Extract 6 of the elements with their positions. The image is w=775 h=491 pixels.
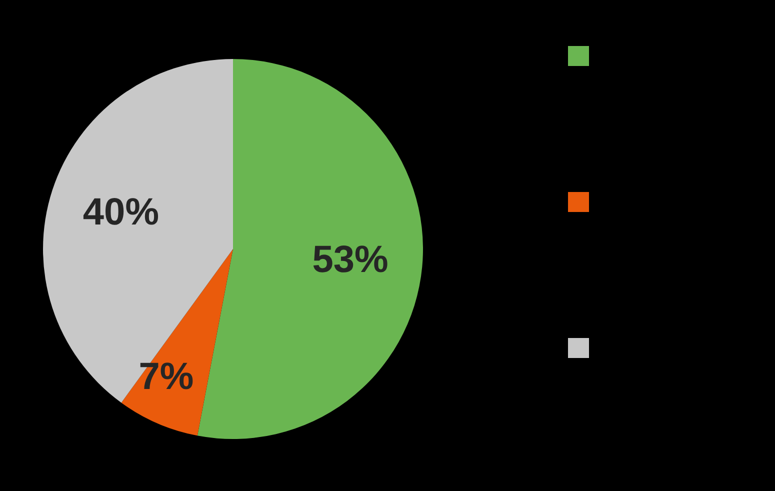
data-label: 40% bbox=[82, 192, 159, 234]
pie-slice bbox=[197, 59, 423, 439]
data-label: 53% bbox=[312, 239, 388, 282]
pie-slice bbox=[43, 59, 233, 403]
pie-slice bbox=[121, 249, 233, 436]
data-label: 7% bbox=[138, 356, 194, 398]
